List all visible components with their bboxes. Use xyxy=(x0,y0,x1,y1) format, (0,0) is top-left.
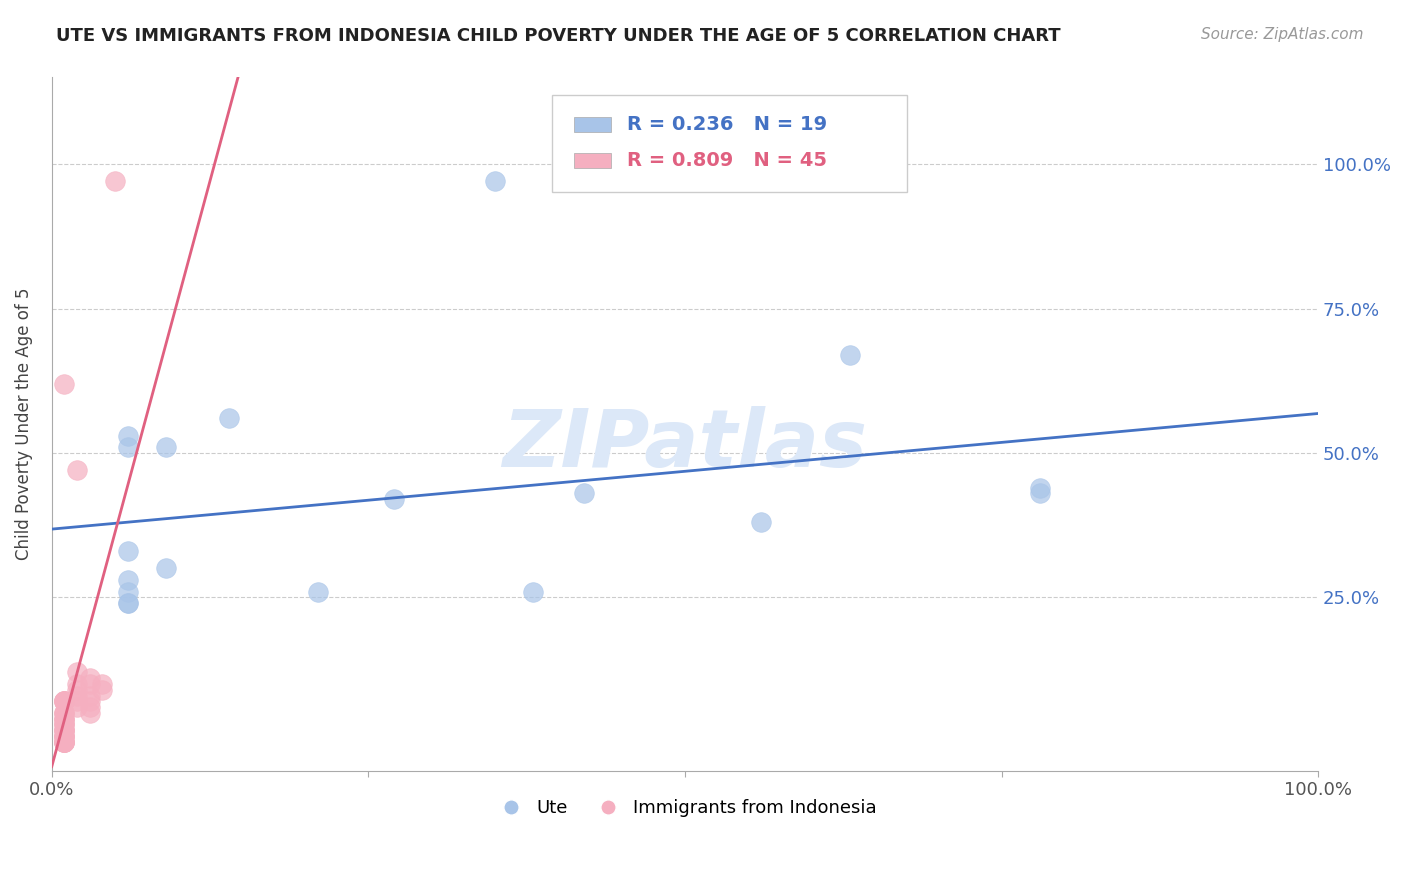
Point xyxy=(53,376,76,391)
Point xyxy=(53,723,76,738)
Point xyxy=(117,596,139,610)
Point xyxy=(79,694,101,708)
Point xyxy=(117,440,139,454)
Point xyxy=(53,723,76,738)
Point xyxy=(91,677,114,691)
Point xyxy=(218,411,240,425)
Point xyxy=(66,694,89,708)
Point xyxy=(53,694,76,708)
Point xyxy=(117,573,139,587)
Point xyxy=(66,682,89,697)
Point xyxy=(572,486,595,500)
Point xyxy=(53,729,76,743)
Point xyxy=(484,174,506,188)
Point xyxy=(117,428,139,442)
Text: Source: ZipAtlas.com: Source: ZipAtlas.com xyxy=(1201,27,1364,42)
Point xyxy=(104,174,127,188)
Point xyxy=(53,694,76,708)
Point xyxy=(53,712,76,726)
Point xyxy=(117,584,139,599)
Point xyxy=(307,584,329,599)
Text: R = 0.809   N = 45: R = 0.809 N = 45 xyxy=(627,151,827,170)
Point xyxy=(522,584,544,599)
Point xyxy=(79,677,101,691)
Y-axis label: Child Poverty Under the Age of 5: Child Poverty Under the Age of 5 xyxy=(15,288,32,560)
Point xyxy=(53,723,76,738)
Point xyxy=(155,561,177,575)
Point xyxy=(53,694,76,708)
Point xyxy=(79,706,101,720)
Point xyxy=(53,694,76,708)
Text: UTE VS IMMIGRANTS FROM INDONESIA CHILD POVERTY UNDER THE AGE OF 5 CORRELATION CH: UTE VS IMMIGRANTS FROM INDONESIA CHILD P… xyxy=(56,27,1062,45)
Point xyxy=(53,735,76,749)
Text: ZIPatlas: ZIPatlas xyxy=(502,406,868,483)
Point xyxy=(66,689,89,703)
Point xyxy=(66,700,89,714)
Point xyxy=(53,735,76,749)
Point xyxy=(53,735,76,749)
Point xyxy=(53,706,76,720)
Point xyxy=(53,712,76,726)
Point xyxy=(53,712,76,726)
Point xyxy=(53,717,76,731)
Point xyxy=(53,717,76,731)
Point xyxy=(382,492,405,507)
Point xyxy=(53,735,76,749)
Point xyxy=(749,516,772,530)
Point xyxy=(117,596,139,610)
Point xyxy=(79,671,101,685)
Bar xyxy=(574,117,612,132)
Bar xyxy=(574,153,612,169)
Legend: Ute, Immigrants from Indonesia: Ute, Immigrants from Indonesia xyxy=(486,791,884,824)
Point xyxy=(66,677,89,691)
Point xyxy=(838,348,860,362)
Point xyxy=(53,706,76,720)
Point xyxy=(117,544,139,558)
Text: R = 0.236   N = 19: R = 0.236 N = 19 xyxy=(627,115,827,134)
Point xyxy=(53,735,76,749)
Point xyxy=(53,723,76,738)
Point xyxy=(79,689,101,703)
Point xyxy=(66,665,89,680)
Point xyxy=(79,700,101,714)
Point xyxy=(53,729,76,743)
FancyBboxPatch shape xyxy=(553,95,907,192)
Point xyxy=(53,694,76,708)
Point xyxy=(91,682,114,697)
Point xyxy=(155,440,177,454)
Point xyxy=(66,463,89,477)
Point xyxy=(53,717,76,731)
Point xyxy=(1028,486,1050,500)
Point xyxy=(53,729,76,743)
Point xyxy=(53,706,76,720)
Point xyxy=(1028,481,1050,495)
Point xyxy=(53,735,76,749)
Point xyxy=(53,729,76,743)
